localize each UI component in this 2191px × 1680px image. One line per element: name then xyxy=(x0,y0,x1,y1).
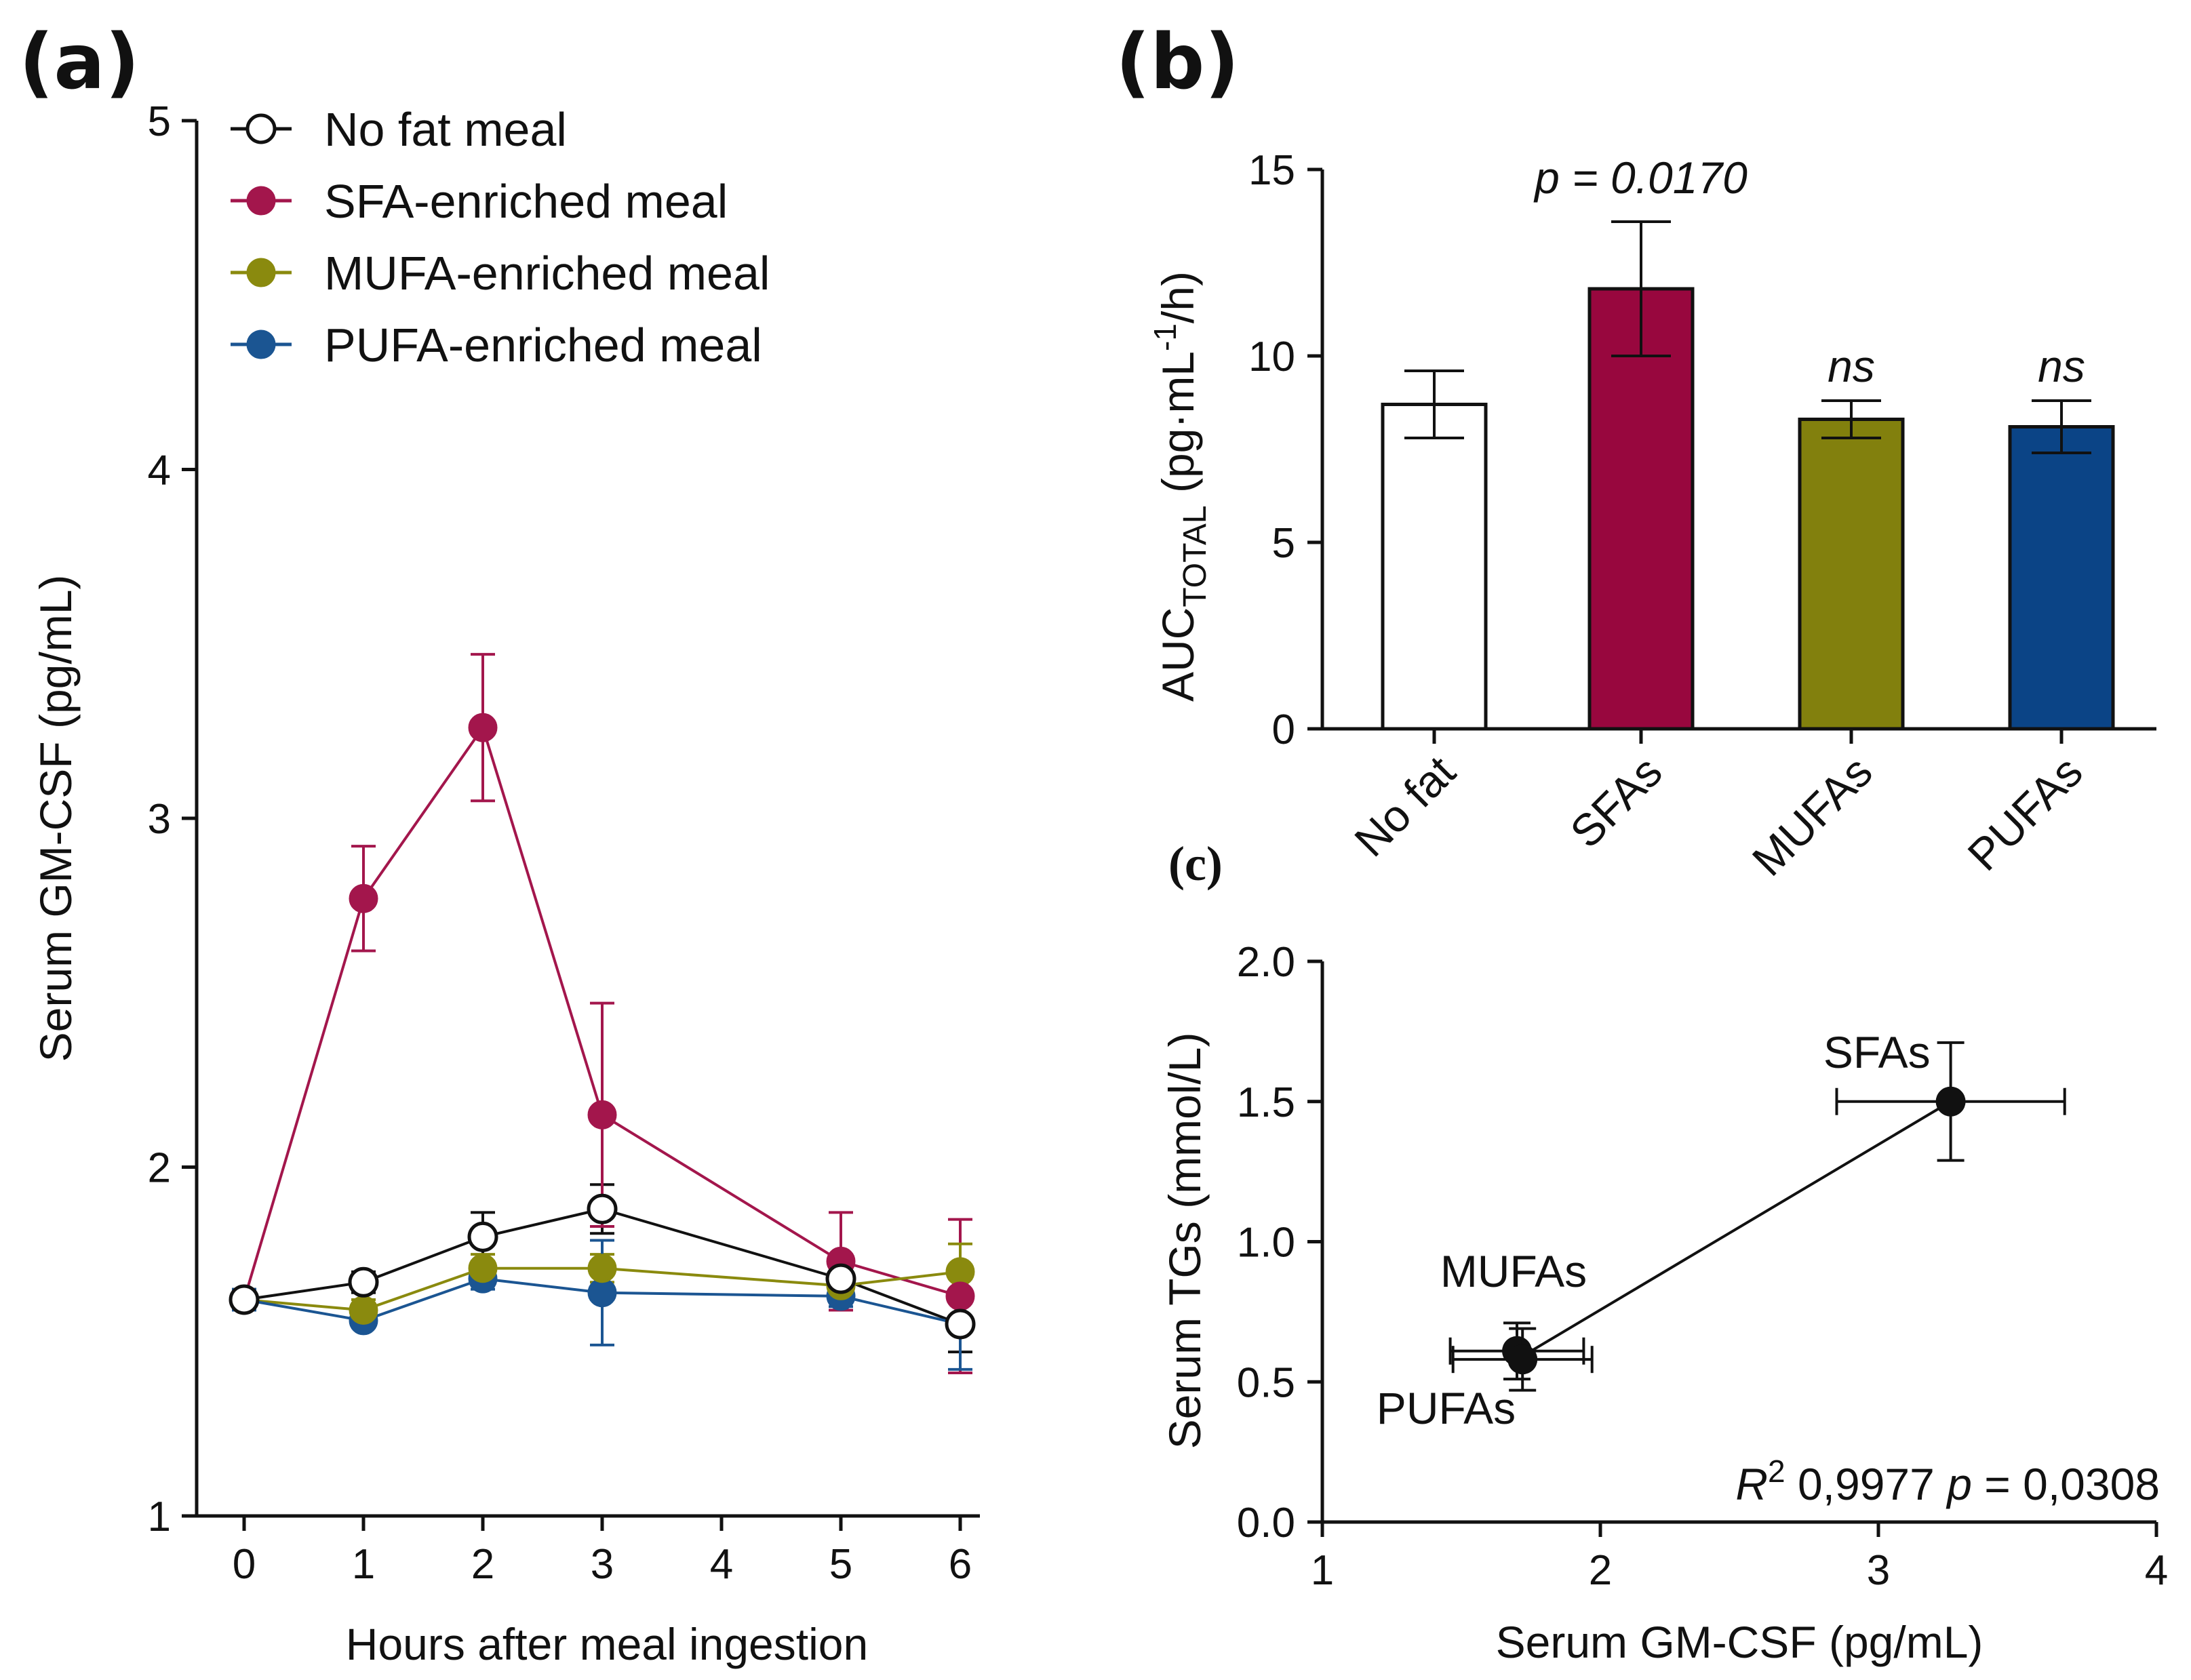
panel-c-letter: (c) xyxy=(1168,837,1223,891)
legend-1-label: SFA-enriched meal xyxy=(324,175,728,228)
panel-a-y-tick-label: 4 xyxy=(148,447,171,494)
panel-b-y-axis-label: AUCTOTAL (pg·mL-1/h) xyxy=(1147,271,1213,702)
panel-a-y-tick-label: 3 xyxy=(148,796,171,843)
series-1-point xyxy=(468,713,498,742)
series-3-point xyxy=(587,1278,617,1308)
panel-b-letter: (b) xyxy=(1116,18,1240,106)
bar-3-annotation: ns xyxy=(2038,341,2085,391)
bar-1-annotation: p = 0.0170 xyxy=(1533,153,1748,203)
panel-c-regression-stats: R2 0,9977 p = 0,0308 xyxy=(1735,1454,2160,1509)
series-0-point xyxy=(348,1266,379,1298)
series-0-point xyxy=(945,1308,976,1340)
legend-0-label: No fat meal xyxy=(324,103,567,156)
panel-b-y-tick-label: 0 xyxy=(1272,706,1295,753)
panel-c-x-tick-label: 1 xyxy=(1311,1547,1334,1594)
series-2-point xyxy=(945,1257,975,1287)
panel-b-x-tick-label: SFAs xyxy=(1560,746,1672,858)
panel-c-y-tick-label: 0.5 xyxy=(1237,1359,1295,1406)
bar-no-fat xyxy=(1381,403,1488,731)
series-0-point xyxy=(825,1263,856,1294)
point-sfas xyxy=(1935,1086,1966,1117)
panel-b-y-label-superscript: -1 xyxy=(1147,323,1183,351)
panel-b-y-tick-label: 5 xyxy=(1272,520,1295,567)
series-2-line xyxy=(243,1266,961,1312)
panel-c-y-axis-label: Serum TGs (mmol/L) xyxy=(1160,1033,1210,1449)
panel-b-x-tick-label: No fat xyxy=(1345,746,1465,866)
panel-a-line-chart: 1 2 3 4 5 0 1 2 3 4 5 6 Hours after meal ingestion… xyxy=(31,98,980,1669)
r2-value: 0,9977 xyxy=(1785,1459,1948,1509)
panel-c-x-tick-label: 2 xyxy=(1589,1547,1612,1594)
series-0-point xyxy=(467,1221,498,1252)
bar-mufas xyxy=(1798,418,1905,731)
point-label-sfas: SFAs xyxy=(1823,1027,1931,1077)
point-pufas xyxy=(1507,1344,1538,1375)
series-2-point xyxy=(587,1254,617,1283)
series-0-line xyxy=(243,1207,961,1325)
panel-b-x-tick-label: PUFAs xyxy=(1958,746,2092,881)
panel-c-y-tick-label: 2.0 xyxy=(1237,939,1295,986)
r2-label: R xyxy=(1735,1459,1768,1509)
panel-b-y-label-end: /h) xyxy=(1153,271,1203,323)
panel-b-y-tick-label: 15 xyxy=(1248,147,1295,194)
panel-c-y-tick-label: 0.0 xyxy=(1237,1500,1295,1546)
panel-a-letter: (a) xyxy=(19,18,140,106)
panel-b-y-label-main: AUC xyxy=(1153,607,1203,702)
panel-a-x-tick-label: 1 xyxy=(352,1541,375,1588)
panel-b-bar-chart: 0 5 10 15 p = 0.0170 ns ns No fat SFAs MUFAs PUF… xyxy=(1147,147,2156,885)
p-value: = 0,0308 xyxy=(1972,1459,2160,1509)
panel-a-x-tick-label: 2 xyxy=(471,1541,494,1588)
panel-b-y-label-rest: (pg·mL xyxy=(1153,351,1203,505)
series-0-point xyxy=(229,1284,260,1315)
panel-a-y-tick-label: 1 xyxy=(148,1494,171,1540)
panel-a-y-tick-label: 5 xyxy=(148,98,171,145)
panel-a-x-axis-label: Hours after meal ingestion xyxy=(346,1619,868,1669)
bar-pufas xyxy=(2008,425,2115,731)
panel-c-x-tick-label: 4 xyxy=(2145,1547,2168,1594)
series-1-point xyxy=(945,1281,975,1311)
legend-3-marker xyxy=(246,329,276,359)
regression-line xyxy=(1516,1100,1952,1361)
panel-b-y-label-subscript: TOTAL xyxy=(1177,505,1213,607)
panel-c-y-tick-label: 1.0 xyxy=(1237,1220,1295,1266)
bar-sfas xyxy=(1587,287,1695,731)
panel-a-y-axis-label: Serum GM-CSF (pg/mL) xyxy=(31,575,81,1062)
series-2-point xyxy=(349,1295,378,1325)
panel-a-legend: No fat meal SFA-enriched meal MUFA-enriche… xyxy=(231,103,770,372)
panel-b-x-tick-label: MUFAs xyxy=(1743,746,1882,885)
panel-c-scatter-chart: 0.0 0.5 1.0 1.5 2.0 1 2 3 4 Serum GM-CSF (pg/mL… xyxy=(1160,939,2168,1667)
series-3-line xyxy=(243,1277,961,1325)
legend-3-label: PUFA-enriched meal xyxy=(324,319,762,372)
panel-a-x-tick-label: 3 xyxy=(591,1541,614,1588)
panel-c-x-axis-label: Serum GM-CSF (pg/mL) xyxy=(1496,1617,1983,1667)
point-label-pufas: PUFAs xyxy=(1377,1383,1516,1433)
p-label: p xyxy=(1946,1459,1972,1509)
series-1-line xyxy=(243,724,961,1300)
panel-a-y-tick-label: 2 xyxy=(148,1145,171,1192)
panel-a-x-tick-label: 5 xyxy=(829,1541,852,1588)
panel-b-y-tick-label: 10 xyxy=(1248,334,1295,380)
series-1-point xyxy=(587,1100,617,1129)
point-label-mufas: MUFAs xyxy=(1440,1246,1587,1296)
legend-0-marker xyxy=(245,113,277,144)
legend-1-marker xyxy=(246,186,276,216)
r2-superscript: 2 xyxy=(1768,1454,1785,1489)
bar-2-annotation: ns xyxy=(1828,341,1875,391)
panel-a-x-tick-label: 0 xyxy=(233,1541,256,1588)
panel-a-x-tick-label: 6 xyxy=(949,1541,972,1588)
series-1-point xyxy=(349,883,378,913)
series-0-point xyxy=(587,1193,618,1224)
panel-c-x-tick-label: 3 xyxy=(1867,1547,1890,1594)
series-2-point xyxy=(468,1254,498,1283)
legend-2-marker xyxy=(246,258,276,287)
panel-a-x-tick-label: 4 xyxy=(710,1541,733,1588)
panel-c-axes xyxy=(1320,961,2156,1524)
panel-c-y-tick-label: 1.5 xyxy=(1237,1079,1295,1126)
legend-2-label: MUFA-enriched meal xyxy=(324,247,770,300)
